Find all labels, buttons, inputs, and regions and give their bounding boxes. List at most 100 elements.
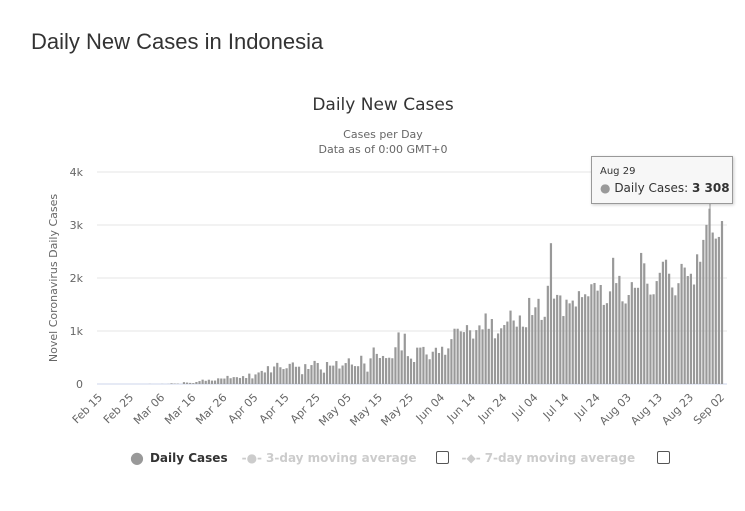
bar[interactable] <box>518 315 521 384</box>
bar[interactable] <box>413 362 416 384</box>
bar[interactable] <box>565 299 568 384</box>
bar[interactable] <box>248 373 251 384</box>
bar[interactable] <box>584 294 587 384</box>
bar[interactable] <box>344 363 347 384</box>
legend-daily-cases[interactable]: Daily Cases <box>149 450 228 465</box>
bar[interactable] <box>540 319 543 384</box>
bar[interactable] <box>207 379 210 384</box>
bar[interactable] <box>674 295 677 384</box>
bar[interactable] <box>375 353 378 384</box>
bar[interactable] <box>406 356 409 384</box>
bar[interactable] <box>263 372 266 384</box>
bar[interactable] <box>223 378 226 384</box>
bar[interactable] <box>524 327 528 384</box>
bar[interactable] <box>397 332 400 384</box>
bar[interactable] <box>462 332 465 384</box>
bar[interactable] <box>229 378 232 384</box>
bar[interactable] <box>686 276 689 384</box>
bar[interactable] <box>434 347 437 384</box>
bar[interactable] <box>627 295 630 384</box>
bar[interactable] <box>360 355 363 384</box>
bar[interactable] <box>714 238 717 384</box>
bar[interactable] <box>419 347 422 384</box>
bar[interactable] <box>310 365 313 384</box>
bar[interactable] <box>599 284 602 384</box>
bar[interactable] <box>487 328 490 384</box>
bar[interactable] <box>481 329 484 384</box>
bar[interactable] <box>580 297 584 384</box>
bar[interactable] <box>596 290 599 384</box>
bar[interactable] <box>493 338 497 384</box>
bar[interactable] <box>699 261 702 384</box>
bar[interactable] <box>372 347 375 384</box>
bar[interactable] <box>431 351 434 384</box>
bar[interactable] <box>689 273 692 384</box>
bar[interactable] <box>649 294 652 384</box>
bar[interactable] <box>363 363 366 384</box>
bar[interactable] <box>702 239 705 384</box>
bar[interactable] <box>307 369 310 384</box>
bar[interactable] <box>313 360 316 384</box>
bar[interactable] <box>266 366 270 384</box>
bar[interactable] <box>577 291 581 384</box>
bar[interactable] <box>683 267 686 384</box>
bar[interactable] <box>385 358 388 384</box>
bar[interactable] <box>559 295 562 384</box>
bar[interactable] <box>185 382 189 384</box>
bar[interactable] <box>652 294 655 384</box>
bar[interactable] <box>478 325 481 384</box>
bar[interactable] <box>612 257 615 384</box>
bar[interactable] <box>416 347 419 384</box>
bar[interactable] <box>341 365 344 384</box>
bar[interactable] <box>608 291 612 384</box>
bar[interactable] <box>213 380 217 384</box>
bar[interactable] <box>646 283 649 384</box>
bar[interactable] <box>692 284 696 384</box>
bar[interactable] <box>332 365 335 384</box>
bar[interactable] <box>705 224 708 384</box>
bar[interactable] <box>245 378 248 384</box>
bar[interactable] <box>640 252 643 384</box>
bar[interactable] <box>528 297 531 384</box>
bar[interactable] <box>490 319 493 384</box>
legend-7day-average[interactable]: 7-day moving average <box>484 450 636 465</box>
bar[interactable] <box>269 372 273 384</box>
bar[interactable] <box>273 366 276 384</box>
bar[interactable] <box>677 283 680 384</box>
bar[interactable] <box>425 354 428 384</box>
bar[interactable] <box>251 378 254 384</box>
bar[interactable] <box>568 303 571 384</box>
bar[interactable] <box>472 338 475 384</box>
bar[interactable] <box>496 333 500 384</box>
bar[interactable] <box>210 380 214 384</box>
bar[interactable] <box>711 232 714 384</box>
bar[interactable] <box>403 333 406 384</box>
bar[interactable] <box>562 316 565 384</box>
avg3-checkbox[interactable] <box>436 451 450 464</box>
bar[interactable] <box>422 346 425 384</box>
bar[interactable] <box>708 208 711 384</box>
bar[interactable] <box>450 339 453 384</box>
bar[interactable] <box>217 378 220 384</box>
bar[interactable] <box>291 362 294 384</box>
bar[interactable] <box>276 362 279 384</box>
bar[interactable] <box>437 352 441 384</box>
bar[interactable] <box>503 325 506 384</box>
bar[interactable] <box>661 261 665 384</box>
bar[interactable] <box>441 346 444 384</box>
bar[interactable] <box>633 287 637 384</box>
bar[interactable] <box>680 263 683 384</box>
bar[interactable] <box>254 374 257 384</box>
bar[interactable] <box>335 361 338 384</box>
bar[interactable] <box>602 304 605 384</box>
bar[interactable] <box>294 366 298 384</box>
bar[interactable] <box>232 377 235 384</box>
bar[interactable] <box>204 380 207 384</box>
bar[interactable] <box>630 282 633 384</box>
bar[interactable] <box>301 374 304 384</box>
bar[interactable] <box>549 243 553 384</box>
bar[interactable] <box>500 328 503 384</box>
bar[interactable] <box>288 363 291 384</box>
bar[interactable] <box>282 369 285 384</box>
bar[interactable] <box>618 275 621 384</box>
